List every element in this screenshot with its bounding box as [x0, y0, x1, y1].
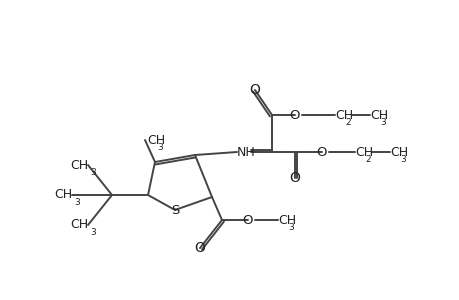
Text: 2: 2 — [364, 155, 369, 164]
Text: 3: 3 — [90, 228, 95, 237]
Text: O: O — [194, 241, 205, 255]
Text: 3: 3 — [399, 155, 405, 164]
Text: CH: CH — [354, 146, 372, 158]
Text: 3: 3 — [157, 143, 162, 152]
Text: CH: CH — [334, 109, 353, 122]
Text: CH: CH — [54, 188, 72, 202]
Text: O: O — [289, 109, 300, 122]
Text: 3: 3 — [90, 168, 95, 177]
Text: CH: CH — [70, 218, 88, 232]
Text: CH: CH — [147, 134, 165, 146]
Text: O: O — [316, 146, 326, 158]
Text: O: O — [289, 171, 300, 185]
Text: NH: NH — [236, 146, 255, 158]
Text: CH: CH — [369, 109, 387, 122]
Text: O: O — [242, 214, 253, 226]
Text: 3: 3 — [74, 198, 79, 207]
Text: O: O — [249, 83, 260, 97]
Text: 3: 3 — [379, 118, 385, 127]
Text: 2: 2 — [344, 118, 350, 127]
Text: CH: CH — [277, 214, 296, 226]
Text: CH: CH — [70, 158, 88, 172]
Text: S: S — [170, 203, 179, 217]
Text: 3: 3 — [287, 223, 293, 232]
Text: CH: CH — [389, 146, 407, 158]
